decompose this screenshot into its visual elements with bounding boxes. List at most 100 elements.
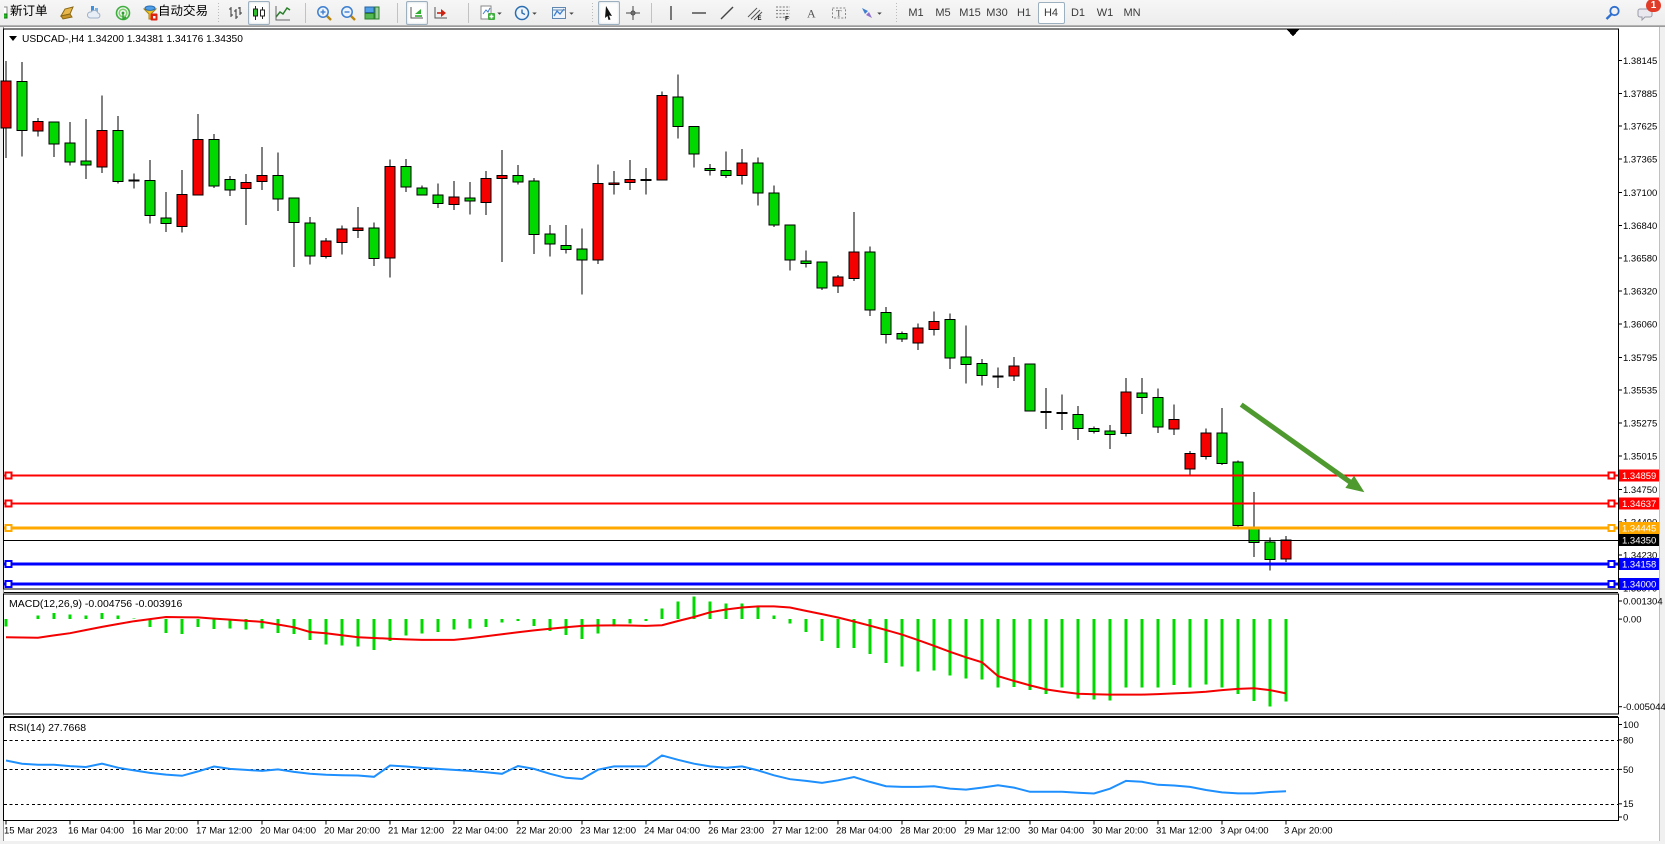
hline-handle[interactable] (4, 560, 13, 569)
hline-handle[interactable] (1607, 523, 1616, 532)
text-button[interactable]: A (800, 1, 822, 25)
dropdown-icon[interactable] (495, 5, 504, 21)
candle-body (368, 227, 380, 260)
dropdown-icon[interactable] (530, 5, 539, 21)
market-button[interactable] (84, 1, 106, 25)
fibonacci-button[interactable]: F (772, 1, 794, 25)
time-axis: 15 Mar 2023 16 Mar 04:00 16 Mar 20:00 17 Ma… (4, 820, 1333, 836)
zoom-out-button[interactable] (337, 1, 359, 25)
hline-handle[interactable] (4, 499, 13, 508)
search-button[interactable] (1602, 1, 1624, 25)
candle-body (736, 162, 748, 176)
cursor-button[interactable] (597, 0, 620, 25)
candle (112, 116, 124, 184)
hline-handle[interactable] (1607, 580, 1616, 588)
candlestick-button[interactable] (247, 0, 270, 25)
candle (1056, 394, 1068, 430)
candle-body (1280, 539, 1292, 560)
timeframe-h4[interactable]: H4 (1037, 1, 1065, 24)
dropdown-icon[interactable] (875, 5, 884, 21)
horizontal-line-button[interactable] (688, 1, 710, 25)
tile-windows-button[interactable] (361, 1, 383, 25)
channel-button[interactable]: E (744, 1, 766, 25)
dropdown-icon[interactable] (567, 5, 576, 21)
candle-body (384, 166, 396, 259)
trendline-icon (720, 6, 733, 19)
timeframe-mn[interactable]: MN (1123, 6, 1141, 19)
hline-handle[interactable] (1607, 471, 1616, 480)
price-tick-label: 1.34750 (1623, 485, 1657, 496)
label-button[interactable]: T (828, 1, 850, 25)
timeframe-m15[interactable]: M15 (959, 6, 981, 19)
fibonacci-icon: F (775, 6, 790, 21)
candle (1040, 387, 1052, 430)
hline-134637[interactable] (4, 499, 1618, 508)
candle-body (528, 180, 540, 236)
arrow-head[interactable] (1345, 475, 1365, 493)
candle (48, 121, 60, 158)
templates-button[interactable] (548, 1, 579, 25)
symbol-dropdown-icon[interactable] (9, 36, 17, 41)
hline-handle[interactable] (4, 471, 13, 480)
candle (976, 358, 988, 386)
hline-134859[interactable] (4, 471, 1618, 480)
periods-button[interactable] (511, 1, 542, 25)
signals-button[interactable] (112, 1, 134, 25)
chart-title: USDCAD-,H4 1.34200 1.34381 1.34176 1.343… (22, 34, 243, 45)
zoom-in-button[interactable] (313, 1, 335, 25)
candle (432, 183, 444, 208)
timeframe-h1[interactable]: H1 (1016, 6, 1032, 19)
indicators-button[interactable] (476, 1, 507, 25)
hline-134158[interactable] (4, 560, 1618, 569)
arrows-button[interactable] (856, 1, 887, 25)
notifications-button[interactable]: 1 (1637, 0, 1661, 25)
candle (608, 171, 620, 195)
candle-body (880, 311, 892, 336)
timeframe-d1[interactable]: D1 (1070, 6, 1086, 19)
new-order-button[interactable] (1, 1, 51, 25)
toolbar-separator (650, 2, 652, 23)
candle-body (1200, 432, 1212, 458)
hline-134445[interactable] (4, 523, 1618, 532)
bar-chart-icon (228, 6, 242, 19)
candle (480, 171, 492, 215)
candle-body (1120, 391, 1132, 435)
candle (288, 197, 300, 268)
chart-shift-button[interactable] (430, 1, 452, 25)
candle-body (560, 244, 572, 251)
candle-body (1056, 411, 1068, 414)
candle (208, 133, 220, 189)
horizontal-line-icon (691, 11, 706, 14)
timeframe-m5[interactable]: M5 (935, 6, 951, 19)
trendline-button[interactable] (716, 1, 738, 25)
vertical-line-button[interactable] (660, 1, 682, 25)
price-tick-label: 1.36840 (1623, 221, 1657, 232)
line-chart-button[interactable] (272, 1, 294, 25)
candle (1184, 450, 1196, 475)
history-center-button[interactable] (56, 1, 78, 25)
toolbar-separator (304, 2, 306, 23)
hline-handle[interactable] (1607, 560, 1616, 569)
candle (1200, 428, 1212, 460)
zoom-in-icon (316, 5, 332, 21)
timeframe-m1[interactable]: M1 (908, 6, 924, 19)
crosshair-button[interactable] (622, 1, 644, 25)
timeframe-m30[interactable]: M30 (986, 6, 1008, 19)
candle (496, 149, 508, 263)
history-folder-icon (59, 5, 74, 20)
hline-handle[interactable] (4, 580, 13, 588)
bar-chart-button[interactable] (224, 1, 246, 25)
timeframe-w1[interactable]: W1 (1096, 6, 1114, 19)
trend-arrow[interactable] (1239, 402, 1365, 493)
toolbar-right: 1 (1601, 0, 1661, 25)
hline-handle[interactable] (4, 523, 13, 532)
autotrading-button[interactable] (139, 1, 211, 25)
candle-body (688, 126, 700, 155)
arrow-line[interactable] (1239, 402, 1358, 489)
time-label: 16 Mar 20:00 (132, 825, 188, 836)
auto-scroll-button[interactable] (405, 0, 428, 25)
hline-handle[interactable] (1607, 499, 1616, 508)
candle (464, 181, 476, 215)
hline-134000[interactable] (4, 580, 1618, 588)
candle-body (512, 174, 524, 183)
